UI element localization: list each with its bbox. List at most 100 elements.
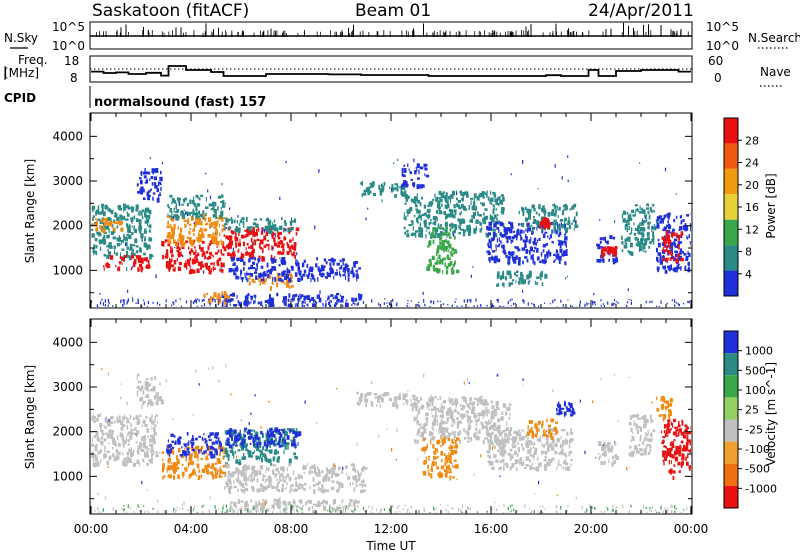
data-cell bbox=[116, 455, 118, 460]
data-cell bbox=[426, 423, 428, 426]
data-cell bbox=[289, 490, 290, 494]
noise-cell bbox=[614, 299, 615, 301]
data-cell bbox=[560, 219, 563, 222]
data-cell bbox=[648, 226, 650, 230]
data-cell bbox=[232, 509, 234, 514]
data-cell bbox=[98, 233, 101, 237]
data-cell bbox=[153, 192, 155, 194]
data-cell bbox=[240, 430, 241, 434]
data-cell bbox=[326, 490, 329, 493]
data-cell bbox=[445, 473, 448, 477]
noise-cell bbox=[127, 211, 128, 214]
data-cell bbox=[559, 260, 561, 264]
data-cell bbox=[169, 474, 172, 478]
data-cell bbox=[347, 265, 349, 267]
data-cell bbox=[457, 432, 460, 437]
data-cell bbox=[492, 415, 494, 419]
data-cell bbox=[289, 459, 292, 464]
data-cell bbox=[428, 470, 430, 472]
data-cell bbox=[339, 271, 340, 276]
data-cell bbox=[672, 268, 673, 271]
noise-cell bbox=[123, 299, 124, 302]
data-cell bbox=[444, 463, 446, 466]
data-cell bbox=[279, 264, 281, 266]
data-cell bbox=[289, 250, 291, 252]
data-cell bbox=[660, 255, 662, 259]
data-cell bbox=[187, 221, 189, 225]
data-cell bbox=[448, 452, 449, 455]
data-cell bbox=[489, 422, 491, 425]
data-cell bbox=[132, 209, 133, 213]
noise-cell bbox=[229, 208, 230, 211]
data-cell bbox=[282, 484, 284, 488]
data-cell bbox=[434, 269, 435, 272]
data-cell bbox=[414, 398, 417, 401]
data-cell bbox=[227, 431, 230, 435]
data-cell bbox=[210, 446, 213, 450]
noise-cell bbox=[144, 229, 145, 231]
data-cell bbox=[431, 408, 433, 412]
data-cell bbox=[261, 279, 264, 281]
data-cell bbox=[665, 258, 667, 262]
data-cell bbox=[527, 277, 529, 279]
data-cell bbox=[189, 454, 191, 457]
data-cell bbox=[251, 251, 254, 255]
data-cell bbox=[268, 484, 269, 488]
noise-cell bbox=[279, 197, 280, 200]
colorbar-tick-label: 12 bbox=[745, 223, 759, 236]
data-cell bbox=[221, 249, 223, 254]
data-cell bbox=[497, 418, 500, 422]
noise-cell bbox=[108, 299, 109, 303]
data-cell bbox=[117, 221, 118, 223]
data-cell bbox=[254, 219, 257, 221]
noise-cell bbox=[628, 288, 629, 291]
data-cell bbox=[399, 393, 401, 397]
data-cell bbox=[188, 440, 189, 445]
data-cell bbox=[453, 191, 455, 195]
data-cell bbox=[417, 177, 420, 179]
data-cell bbox=[269, 428, 271, 432]
data-cell bbox=[217, 435, 218, 438]
data-cell bbox=[92, 218, 94, 221]
noise-cell bbox=[132, 297, 133, 300]
data-cell bbox=[629, 233, 631, 235]
data-cell bbox=[542, 282, 544, 286]
noise-cell bbox=[646, 301, 647, 303]
noise-cell bbox=[298, 300, 299, 303]
data-cell bbox=[641, 208, 643, 211]
data-cell bbox=[213, 468, 216, 472]
data-cell bbox=[493, 425, 496, 427]
data-cell bbox=[233, 272, 236, 275]
data-cell bbox=[637, 238, 639, 242]
data-cell bbox=[255, 471, 257, 475]
data-cell bbox=[152, 182, 154, 185]
data-cell bbox=[173, 239, 176, 243]
data-cell bbox=[193, 203, 195, 206]
data-cell bbox=[179, 236, 182, 240]
noise-cell bbox=[560, 300, 561, 303]
data-cell bbox=[194, 454, 198, 458]
noise-cell bbox=[354, 303, 355, 305]
data-cell bbox=[432, 437, 434, 440]
data-cell bbox=[348, 273, 350, 278]
data-cell bbox=[649, 222, 651, 224]
data-cell bbox=[170, 246, 172, 249]
data-cell bbox=[114, 250, 115, 255]
data-cell bbox=[472, 206, 474, 211]
data-cell bbox=[431, 465, 432, 469]
data-cell bbox=[244, 445, 248, 449]
data-cell bbox=[640, 227, 641, 231]
data-cell bbox=[502, 208, 504, 211]
nsky-series bbox=[90, 23, 692, 37]
noise-cell bbox=[135, 303, 136, 304]
noise-cell bbox=[616, 301, 617, 302]
data-cell bbox=[154, 416, 155, 420]
data-cell bbox=[304, 296, 306, 301]
data-cell bbox=[219, 453, 221, 457]
data-cell bbox=[201, 449, 202, 451]
data-cell bbox=[453, 402, 455, 405]
data-cell bbox=[667, 220, 669, 223]
power-cbar-label: Power [dB] bbox=[764, 173, 778, 238]
data-cell bbox=[217, 458, 220, 462]
noise-cell bbox=[453, 233, 454, 236]
